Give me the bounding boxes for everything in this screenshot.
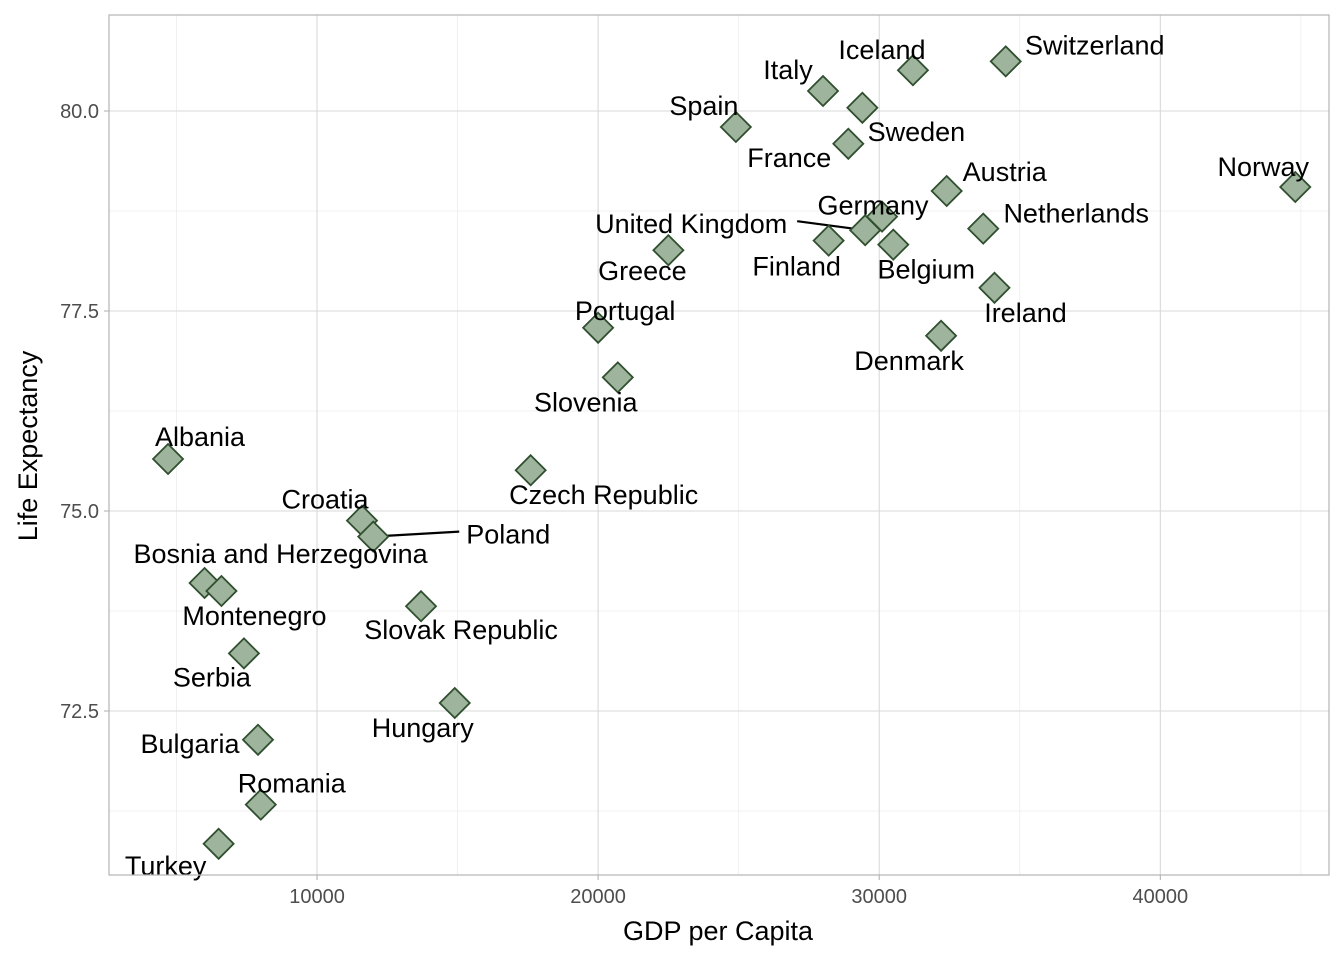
point-austria — [930, 174, 963, 208]
data-points — [151, 45, 1312, 861]
point-iceland — [896, 53, 930, 87]
point-denmark — [924, 319, 958, 353]
label-ireland: Ireland — [984, 298, 1067, 328]
point-bulgaria — [241, 723, 275, 757]
point-montenegro — [205, 574, 238, 608]
y-tick-label: 72.5 — [60, 701, 99, 723]
label-portugal: Portugal — [575, 296, 676, 326]
label-netherlands: Netherlands — [1003, 199, 1149, 229]
point-finland — [812, 224, 845, 257]
label-croatia: Croatia — [281, 485, 369, 515]
label-turkey: Turkey — [125, 851, 207, 881]
point-united-kingdom — [848, 213, 882, 247]
point-france — [832, 127, 865, 161]
y-axis: 72.5 75.0 77.5 80.0 — [60, 101, 109, 723]
y-tick-label: 77.5 — [60, 301, 99, 323]
point-albania — [151, 442, 185, 476]
point-slovak-republic — [404, 589, 438, 623]
x-tick-label: 30000 — [851, 886, 907, 908]
label-norway: Norway — [1218, 152, 1310, 182]
label-slovenia: Slovenia — [534, 387, 639, 417]
point-italy — [806, 74, 840, 108]
label-denmark: Denmark — [854, 346, 964, 376]
label-romania: Romania — [238, 769, 347, 799]
label-iceland: Iceland — [838, 35, 925, 65]
label-united-kingdom: United Kingdom — [595, 209, 787, 239]
point-poland — [356, 520, 390, 553]
point-norway — [1278, 170, 1312, 204]
label-hungary: Hungary — [372, 713, 475, 743]
x-tick-label: 40000 — [1133, 886, 1189, 908]
point-ireland — [978, 271, 1011, 305]
label-poland: Poland — [466, 520, 550, 550]
point-slovenia — [601, 361, 635, 394]
label-belgium: Belgium — [878, 255, 976, 285]
label-czech-republic: Czech Republic — [509, 480, 698, 510]
point-netherlands — [966, 212, 1000, 245]
label-spain: Spain — [669, 91, 738, 121]
minor-gridlines — [109, 15, 1329, 875]
point-greece — [652, 233, 685, 267]
label-france: France — [747, 143, 831, 173]
major-gridlines — [109, 15, 1329, 875]
label-albania: Albania — [155, 422, 246, 452]
point-sweden — [846, 91, 879, 125]
point-belgium — [877, 228, 910, 261]
x-axis: 10000 20000 30000 40000 — [289, 875, 1188, 908]
label-germany: Germany — [818, 191, 930, 221]
y-tick-label: 80.0 — [60, 101, 99, 123]
point-czech-republic — [514, 453, 547, 487]
label-bulgaria: Bulgaria — [140, 729, 240, 759]
label-italy: Italy — [763, 55, 813, 85]
label-switzerland: Switzerland — [1025, 30, 1165, 60]
label-sweden: Sweden — [868, 117, 966, 147]
x-tick-label: 20000 — [570, 886, 626, 908]
y-axis-title: Life Expectancy — [13, 350, 43, 541]
label-austria: Austria — [963, 157, 1048, 187]
label-bosnia-and-herzegovina: Bosnia and Herzegovina — [133, 539, 428, 569]
label-slovak-republic: Slovak Republic — [364, 615, 558, 645]
point-hungary — [438, 686, 472, 720]
x-axis-title: GDP per Capita — [623, 916, 814, 946]
point-turkey — [202, 827, 235, 861]
x-tick-label: 10000 — [289, 886, 345, 908]
point-spain — [719, 110, 753, 144]
point-serbia — [227, 637, 261, 670]
label-finland: Finland — [752, 252, 841, 282]
label-montenegro: Montenegro — [182, 601, 326, 631]
y-tick-label: 75.0 — [60, 501, 99, 523]
point-portugal — [581, 311, 615, 345]
point-labels: Albania Austria Belgium Bosnia and Herzegov… — [125, 30, 1310, 880]
point-romania — [244, 788, 278, 821]
label-serbia: Serbia — [173, 662, 252, 692]
label-greece: Greece — [598, 256, 687, 286]
plot-panel-border — [108, 14, 1330, 876]
point-switzerland — [989, 45, 1023, 78]
